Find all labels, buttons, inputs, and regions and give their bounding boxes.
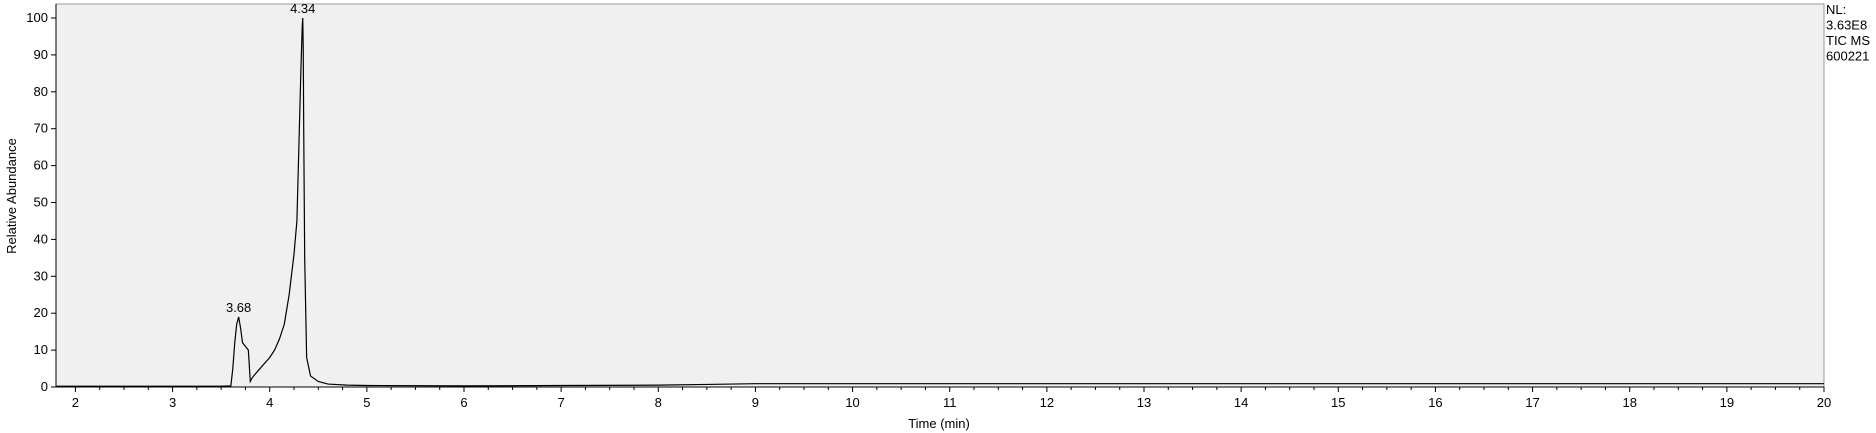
info-line: 600221 (1826, 49, 1869, 64)
y-tick-label: 70 (34, 121, 48, 136)
plot-area (55, 3, 1825, 388)
x-tick-label: 13 (1137, 395, 1151, 410)
x-tick-label: 6 (460, 395, 467, 410)
y-tick-label: 20 (34, 305, 48, 320)
x-tick-label: 12 (1040, 395, 1054, 410)
y-tick-label: 90 (34, 47, 48, 62)
peak-label: 3.68 (226, 300, 251, 315)
x-axis-ticks: 2 3 4 5 6 7 8 9 10 11 12 13 14 15 16 17 18 19 20 (72, 387, 1831, 410)
y-axis-title: Relative Abundance (4, 138, 19, 254)
x-tick-label: 15 (1331, 395, 1345, 410)
x-tick-label: 8 (655, 395, 662, 410)
x-tick-label: 9 (752, 395, 759, 410)
x-tick-label: 17 (1525, 395, 1539, 410)
x-tick-label: 4 (266, 395, 273, 410)
y-tick-label: 60 (34, 158, 48, 173)
y-tick-label: 50 (34, 195, 48, 210)
y-tick-label: 100 (26, 10, 48, 25)
x-tick-label: 10 (845, 395, 859, 410)
peak-labels: 3.68 4.34 (226, 1, 315, 315)
y-tick-label: 30 (34, 268, 48, 283)
x-tick-label: 14 (1234, 395, 1248, 410)
y-tick-label: 80 (34, 84, 48, 99)
peak-label: 4.34 (290, 1, 315, 16)
info-line: NL: (1826, 2, 1846, 17)
x-tick-label: 5 (363, 395, 370, 410)
x-tick-label: 3 (169, 395, 176, 410)
x-tick-label: 20 (1817, 395, 1831, 410)
y-tick-label: 40 (34, 231, 48, 246)
info-line: TIC MS (1826, 33, 1870, 48)
info-line: 3.63E8 (1826, 18, 1867, 33)
y-tick-label: 10 (34, 342, 48, 357)
x-tick-label: 18 (1622, 395, 1636, 410)
x-tick-label: 2 (72, 395, 79, 410)
x-tick-label: 16 (1428, 395, 1442, 410)
tic-trace-line (56, 17, 1824, 387)
x-tick-label: 7 (558, 395, 565, 410)
x-tick-label: 19 (1720, 395, 1734, 410)
y-axis-ticks: 0 10 20 30 40 50 60 70 80 90 100 (26, 10, 56, 394)
y-tick-label: 0 (41, 379, 48, 394)
x-axis-title: Time (min) (908, 416, 970, 431)
x-tick-label: 11 (943, 395, 957, 410)
